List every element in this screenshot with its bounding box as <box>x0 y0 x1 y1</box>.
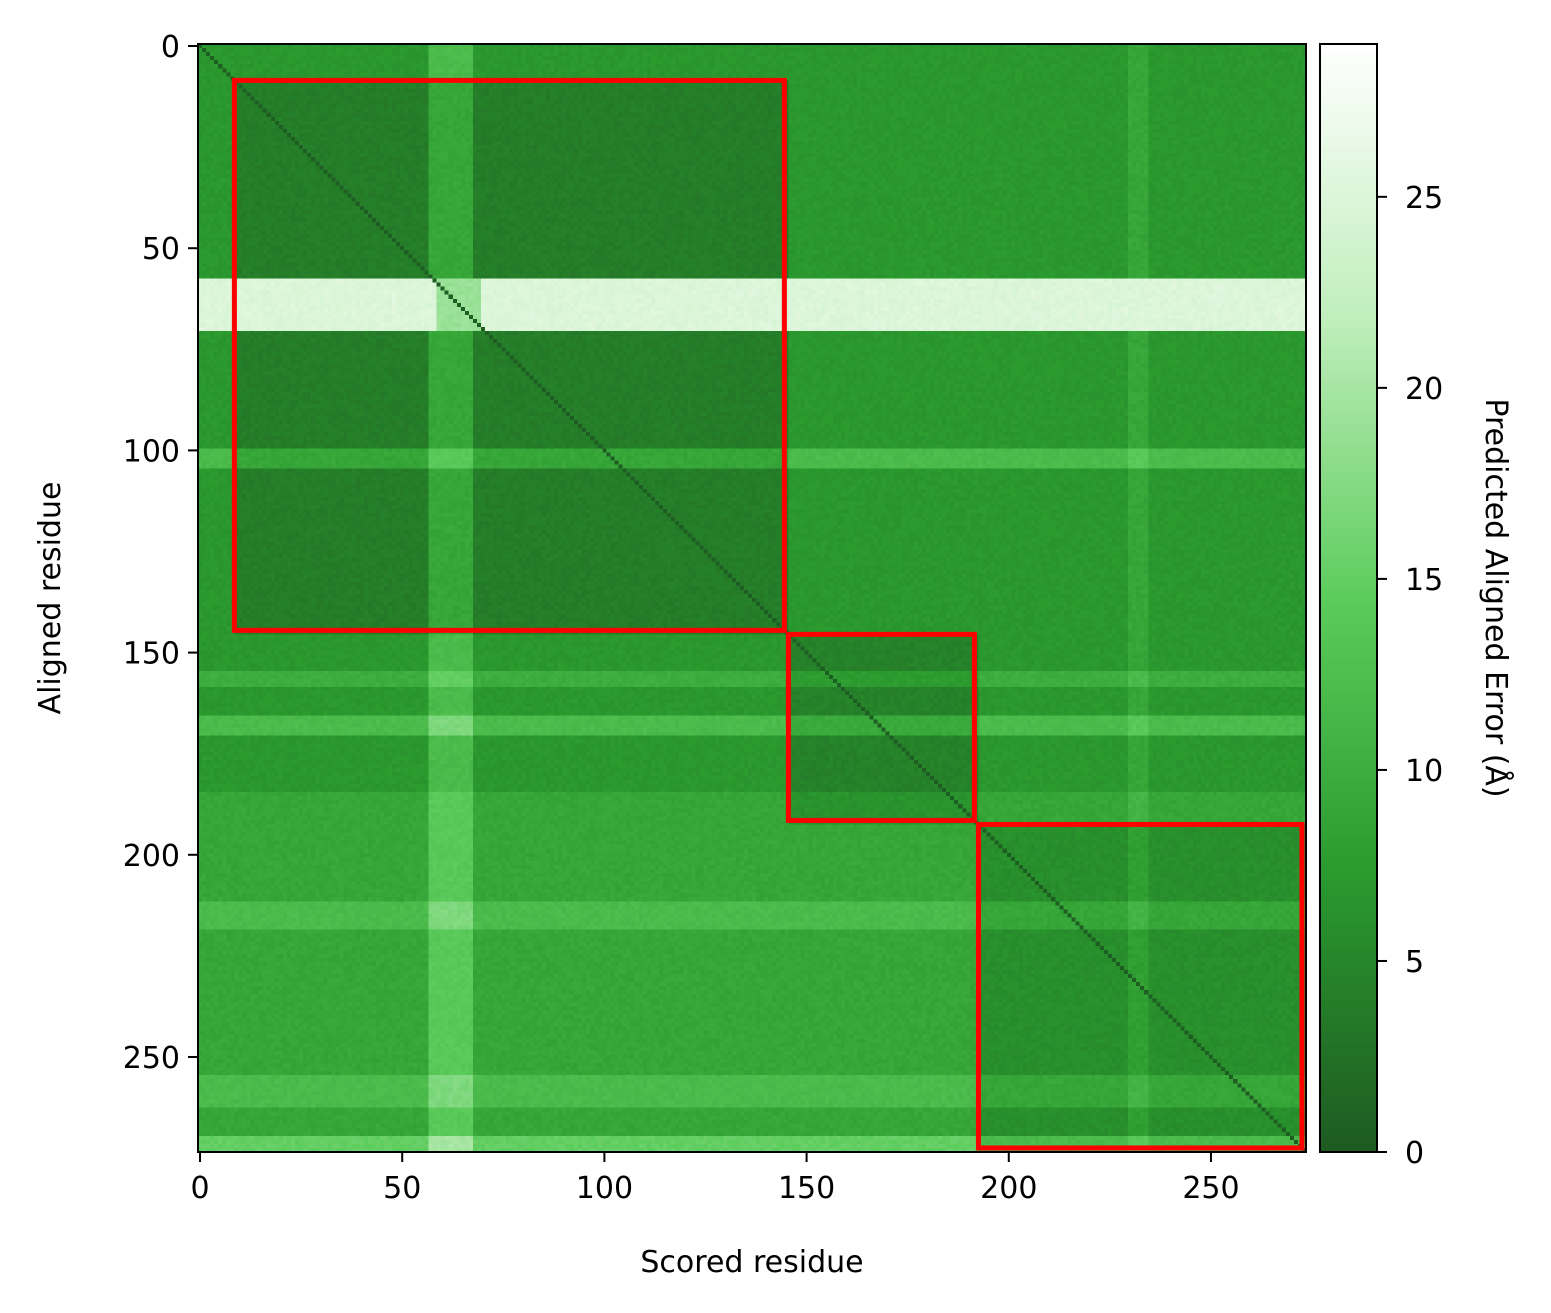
x-tick-label: 100 <box>576 1171 633 1206</box>
colorbar-tick-label: 25 <box>1405 181 1443 216</box>
y-tick-label: 100 <box>123 434 180 469</box>
colorbar-ticks: 0 5 10 15 20 25 <box>1377 181 1443 1171</box>
y-axis-label: Aligned residue <box>33 482 68 715</box>
plot-frame <box>197 43 1307 1153</box>
colorbar-tick-label: 0 <box>1405 1136 1424 1171</box>
x-tick-label: 50 <box>383 1171 421 1206</box>
domain-boxes <box>231 77 1305 1151</box>
colorbar-tick-label: 10 <box>1405 754 1443 789</box>
y-axis-ticks: 0 50 100 150 200 250 <box>123 30 198 1076</box>
heatmap-plot <box>198 44 1306 1152</box>
x-tick-label: 200 <box>980 1171 1037 1206</box>
colorbar-tick-label: 20 <box>1405 372 1443 407</box>
x-tick-label: 0 <box>190 1171 209 1206</box>
colorbar-bar <box>1319 43 1378 1153</box>
y-tick-label: 50 <box>142 232 180 267</box>
colorbar-label: Predicted Aligned Error (Å) <box>1478 398 1514 797</box>
x-axis-label: Scored residue <box>640 1245 863 1280</box>
domain-box-1 <box>231 77 787 633</box>
y-tick-label: 200 <box>123 839 180 874</box>
colorbar-tick-label: 5 <box>1405 945 1424 980</box>
domain-box-3 <box>975 821 1305 1151</box>
y-tick-label: 250 <box>123 1041 180 1076</box>
x-axis-ticks: 0 50 100 150 200 250 <box>190 1152 1240 1206</box>
domain-box-2 <box>785 631 977 823</box>
colorbar-tick-label: 15 <box>1405 563 1443 598</box>
x-tick-label: 250 <box>1182 1171 1239 1206</box>
heatmap-image <box>198 44 1306 1152</box>
y-tick-label: 150 <box>123 637 180 672</box>
colorbar: 0 5 10 15 20 25 Predicted Aligned Error (Å) <box>1319 43 1514 1171</box>
y-tick-label: 0 <box>161 30 180 65</box>
x-tick-label: 150 <box>778 1171 835 1206</box>
